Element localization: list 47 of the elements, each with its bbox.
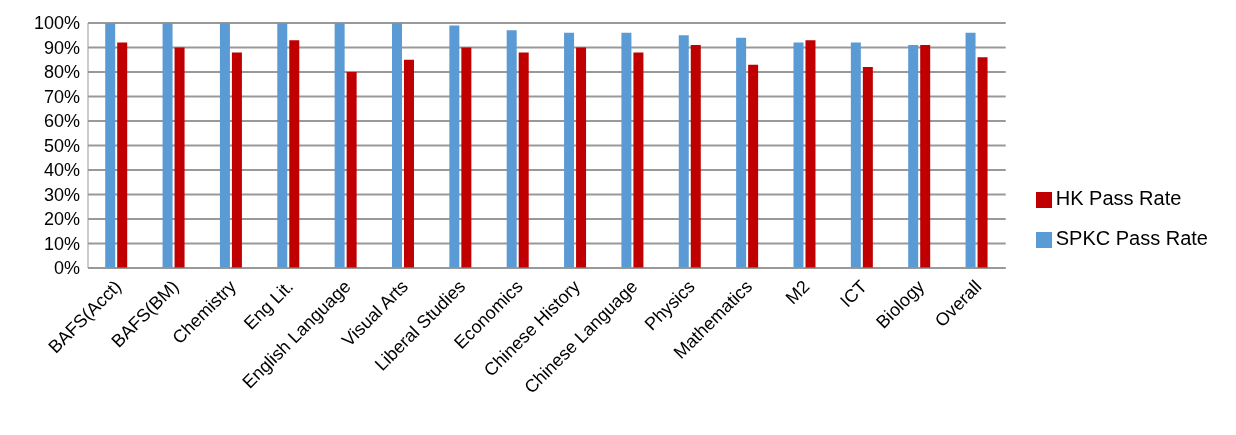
- bar: [977, 57, 988, 268]
- bar: [748, 64, 759, 268]
- bar: [289, 40, 300, 268]
- bar: [920, 45, 931, 268]
- y-tick-label: 50%: [43, 135, 80, 156]
- bar: [277, 23, 288, 268]
- bar: [805, 40, 816, 268]
- y-tick-label: 100%: [33, 13, 80, 34]
- y-tick-label: 70%: [43, 86, 80, 107]
- y-tick-label: 10%: [43, 233, 80, 254]
- x-tick-label: M2: [781, 276, 814, 309]
- bar: [518, 52, 529, 268]
- bar: [219, 23, 230, 268]
- bar: [174, 47, 185, 268]
- y-tick-label: 90%: [43, 37, 80, 58]
- bar: [403, 59, 414, 268]
- y-tick-label: 0%: [53, 258, 80, 279]
- bar: [633, 52, 644, 268]
- bar: [506, 30, 517, 268]
- legend-label: SPKC Pass Rate: [1055, 227, 1208, 249]
- y-tick-label: 80%: [43, 62, 80, 83]
- bar: [461, 47, 472, 268]
- bar: [564, 32, 575, 268]
- bar: [690, 45, 701, 268]
- y-tick-label: 30%: [43, 184, 80, 205]
- bar: [576, 47, 587, 268]
- bar: [862, 67, 873, 268]
- bar: [162, 23, 173, 268]
- bar: [449, 25, 460, 268]
- y-tick-label: 40%: [43, 160, 80, 181]
- bar: [334, 23, 345, 268]
- bar: [793, 42, 804, 268]
- bar: [965, 32, 976, 268]
- bar: [621, 32, 632, 268]
- x-tick-label: ICT: [836, 276, 871, 311]
- bar: [850, 42, 861, 268]
- bar: [736, 37, 747, 268]
- legend-label: HK Pass Rate: [1055, 187, 1182, 209]
- bar: [908, 45, 919, 268]
- bar: [678, 35, 689, 268]
- bar: [231, 52, 242, 268]
- bar: [105, 23, 116, 268]
- bar: [346, 72, 357, 268]
- y-tick-label: 60%: [43, 111, 80, 132]
- y-tick-label: 20%: [43, 209, 80, 230]
- bar: [117, 42, 128, 268]
- bar: [391, 23, 402, 268]
